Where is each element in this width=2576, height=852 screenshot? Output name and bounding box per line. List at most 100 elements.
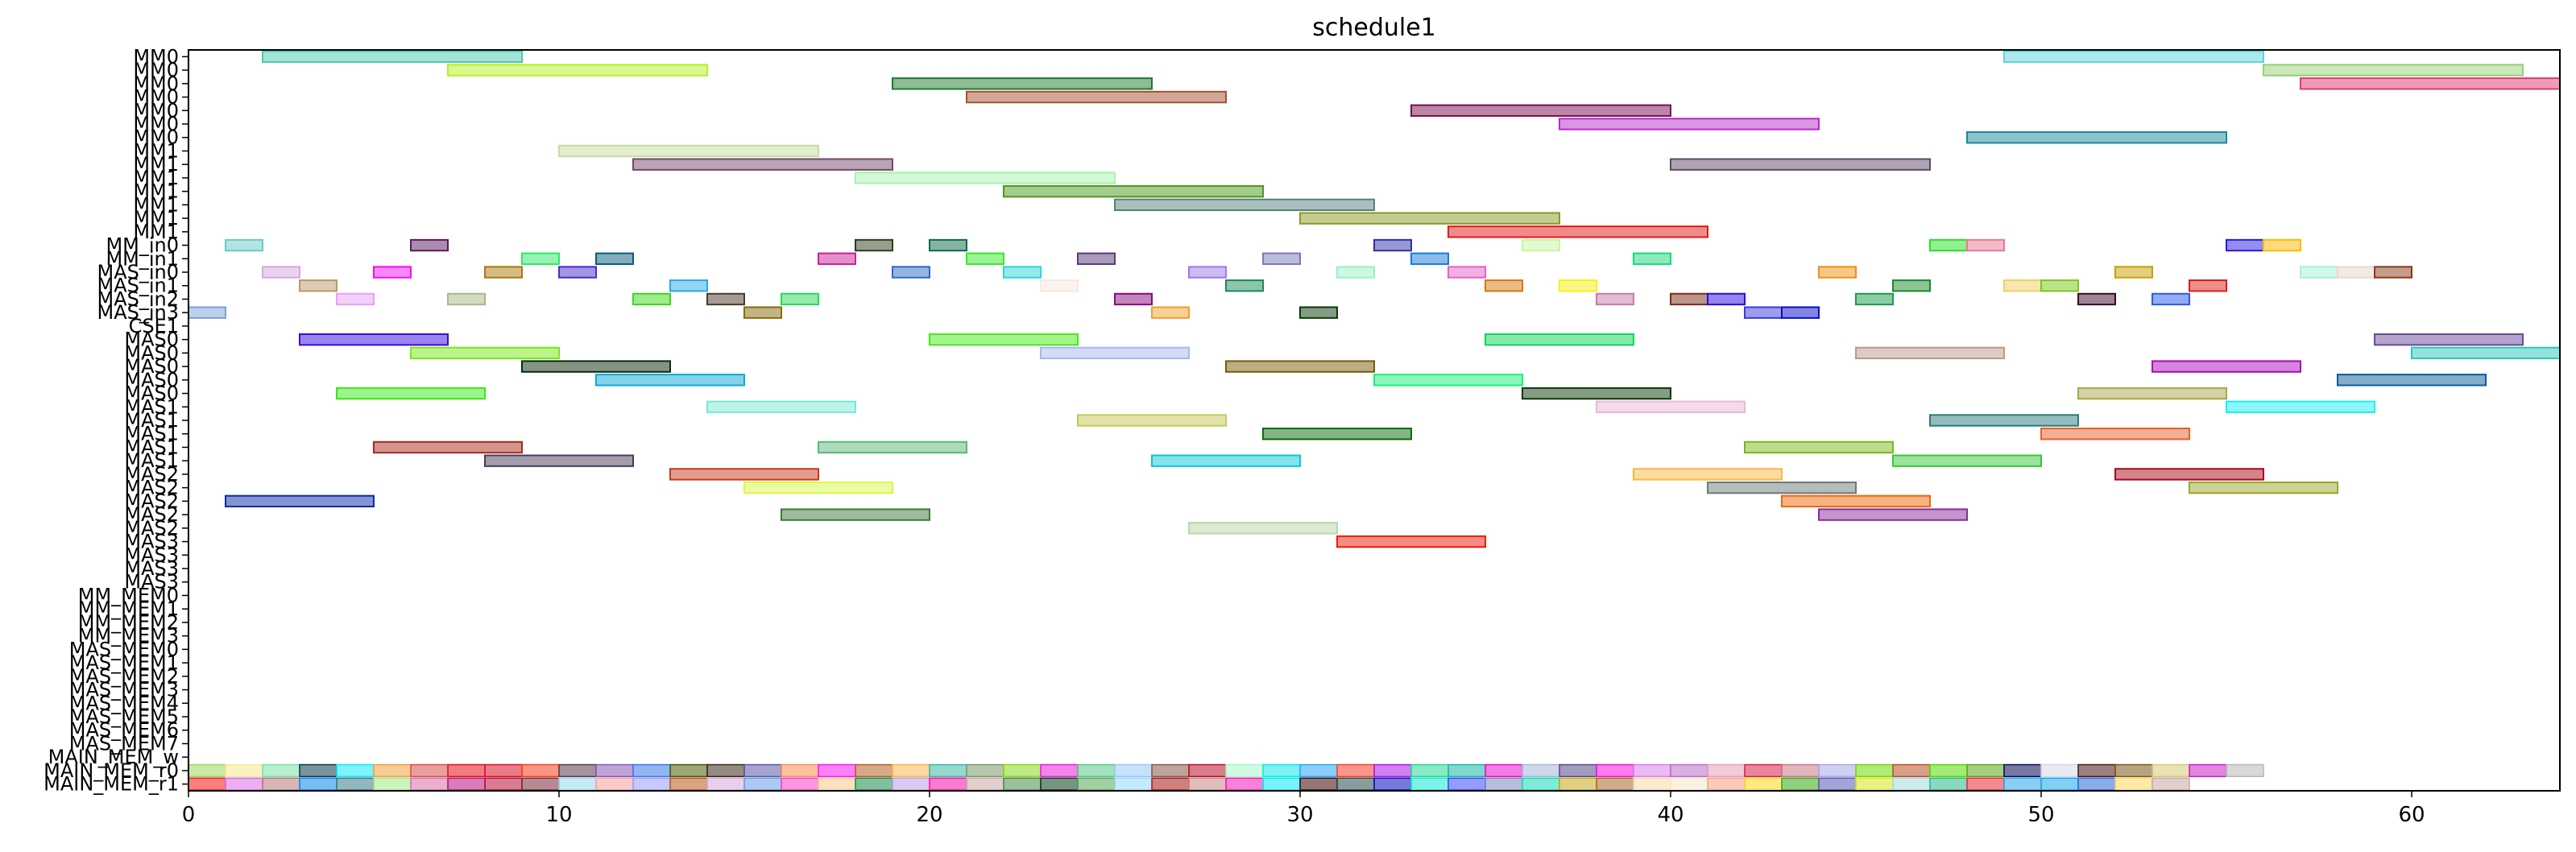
task-bar [1596,400,1746,413]
y-tick-label: MM1 [133,139,179,162]
task-bar [743,306,782,319]
task-bar [1188,266,1227,279]
y-tick-label: MAS2 [124,490,179,512]
memory-cell [1596,777,1634,791]
memory-cell [855,763,893,778]
memory-cell [1373,763,1412,778]
memory-cell [1633,763,1671,778]
memory-cell [336,763,375,778]
y-tick-label: MAS0 [124,329,179,351]
memory-cell [558,777,597,791]
task-bar [336,387,486,400]
task-bar [1077,252,1116,265]
y-tick-label: MM0 [133,86,179,109]
task-bar [1522,387,1671,400]
memory-cell [2077,777,2116,791]
memory-cell [1707,763,1746,778]
task-bar [1373,374,1523,387]
memory-cell [1003,763,1042,778]
task-bar [373,440,523,454]
task-bar [743,481,893,494]
memory-cell [262,763,300,778]
memory-cell [632,763,671,778]
task-bar [2226,238,2264,252]
memory-cell [1781,777,1820,791]
memory-cell [966,777,1004,791]
memory-cell [484,763,523,778]
y-tick-label: MM_MEM1 [78,598,179,620]
task-bar [1892,279,1931,292]
y-tick-label: MAS3 [124,531,179,553]
memory-cell [1262,777,1301,791]
memory-cell [1966,777,2005,791]
task-bar [1151,306,1190,319]
task-bar [299,333,449,346]
memory-cell [2151,777,2190,791]
task-bar [1966,238,2005,252]
task-bar [558,144,819,158]
y-tick-label: MAS_in0 [97,261,179,283]
y-tick-label: MAIN_MEM_r0 [43,759,179,782]
y-tick-label: MAS_MEM0 [69,638,179,660]
memory-cell [262,777,300,791]
x-tick-label: 0 [182,803,196,827]
memory-cell [1114,763,1153,778]
y-tick-label: MAS2 [124,477,179,499]
memory-cell [966,763,1004,778]
task-bar [1003,184,1264,198]
memory-cell [1299,763,1338,778]
memory-cell [1892,777,1931,791]
memory-cell [1299,777,1338,791]
x-tick-label: 60 [2398,803,2425,827]
memory-cell [1225,777,1264,791]
y-tick-label: MM1 [133,193,179,216]
memory-cell [2040,763,2079,778]
task-bar [2040,279,2079,292]
y-tick-label: MM0 [133,113,179,135]
y-tick-label: MAS1 [124,395,179,418]
task-bar [2114,266,2153,279]
task-bar [1188,522,1338,535]
task-bar [1114,292,1153,306]
task-bar [1151,454,1301,467]
memory-cell [299,777,338,791]
task-bar [2151,360,2301,373]
memory-cell [410,763,449,778]
task-bar [929,238,967,252]
memory-cell [410,777,449,791]
task-bar [1966,131,2227,144]
memory-cell [521,763,560,778]
y-tick-label: MM1 [133,180,179,203]
memory-cell [929,763,967,778]
task-bar [521,252,560,265]
y-tick-label: MAS_in1 [97,275,179,297]
memory-cell [1077,763,1116,778]
y-tick-label: MAS_in3 [97,301,179,324]
task-bar [2003,279,2042,292]
task-bar [447,292,486,306]
y-tick-label: MAS2 [124,463,179,486]
task-bar [1559,118,1820,130]
task-bar [410,238,449,252]
memory-cell [1818,777,1857,791]
task-bar [336,292,375,306]
y-tick-label: MM0 [133,59,179,81]
x-tick-label: 40 [1657,803,1684,827]
memory-cell [336,777,375,791]
memory-cell [2189,763,2227,778]
memory-cell [1966,763,2005,778]
task-bar [1336,535,1486,548]
memory-cell [2077,763,2116,778]
memory-cell [1559,777,1597,791]
memory-cell [1151,777,1190,791]
memory-cell [1522,777,1560,791]
task-bar [1559,279,1597,292]
y-tick-label: MM1 [133,153,179,176]
memory-cell [2114,763,2153,778]
task-bar [1670,292,1708,306]
y-tick-label: MM1 [133,221,179,243]
y-tick-label: MM_MEM3 [78,625,179,647]
plot-frame [188,49,2561,792]
task-bar [595,252,634,265]
